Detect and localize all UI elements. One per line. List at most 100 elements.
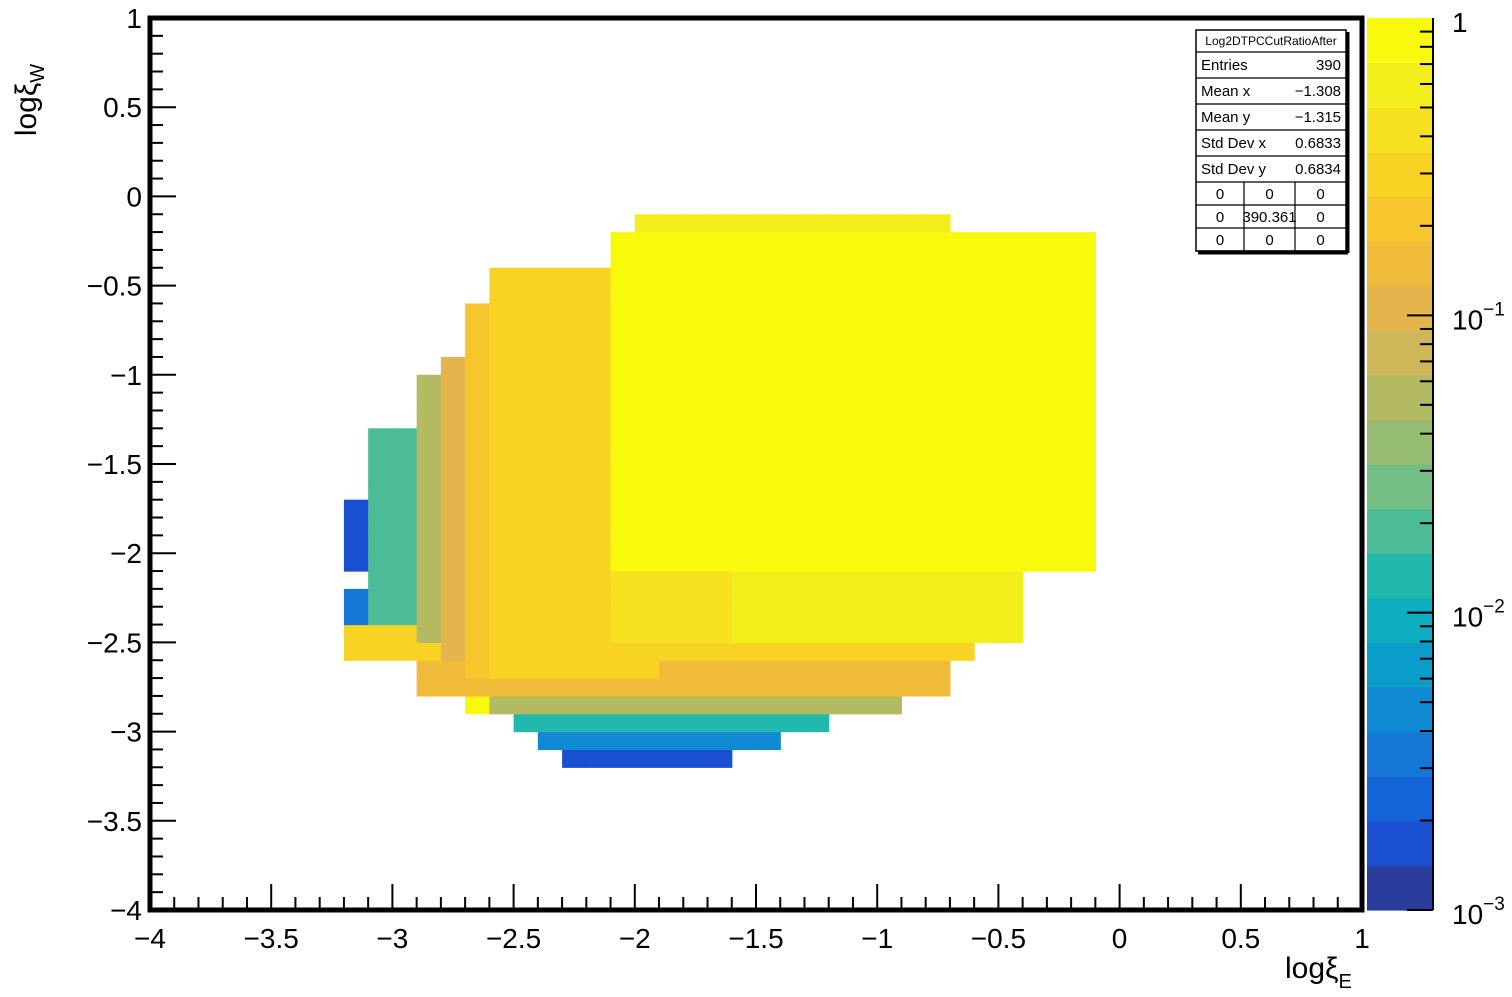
heatmap-cell [949,356,975,376]
x-tick-label: −2.5 [486,923,541,954]
heatmap-cell [901,535,927,554]
heatmap-cell [440,571,466,590]
heatmap-cell [634,642,660,661]
heatmap-cell [828,481,854,501]
heatmap-cell [707,713,733,733]
heatmap-cell [925,285,951,305]
heatmap-cell [537,517,563,536]
heatmap-cell [683,356,709,376]
heatmap-cell [343,517,369,536]
heatmap-cell [804,321,830,340]
heatmap-cell [901,339,927,358]
heatmap-cell [634,749,660,768]
heatmap-cell [416,588,442,608]
heatmap-cell [998,588,1024,608]
heatmap-cell [877,606,903,626]
heatmap-cell [828,446,854,465]
heatmap-cell [780,535,806,554]
x-tick-label: 1 [1354,923,1370,954]
heatmap-cell [998,446,1024,465]
heatmap-cell [1022,232,1048,251]
heatmap-cell [804,535,830,554]
heatmap-cell [901,321,927,340]
heatmap-cell [780,446,806,465]
heatmap-cell [1071,374,1096,394]
heatmap-cell [756,642,781,661]
heatmap-cell [683,535,709,554]
heatmap-cell [416,553,442,572]
heatmap-cell [804,392,830,412]
heatmap-cell [974,428,999,447]
heatmap-cell [392,499,418,519]
heatmap-cell [659,517,684,536]
heatmap-cell [1046,428,1072,447]
x-tick-label: −2 [619,923,651,954]
statistics-grid-cell: 0 [1316,232,1324,249]
heatmap-cell [683,713,709,733]
heatmap-cell [513,606,539,626]
heatmap-cell [440,481,466,501]
heatmap-cell [756,731,781,751]
heatmap-cell [949,464,975,483]
statistics-grid-cell: 390.361 [1242,209,1296,226]
heatmap-cell [586,481,612,501]
heatmap-cell [974,339,999,358]
heatmap-cell [465,321,490,340]
heatmap-cell [659,695,684,715]
heatmap-cell [416,678,442,697]
heatmap-cell [610,464,636,483]
heatmap-cell [1022,321,1048,340]
heatmap-cell [513,660,539,679]
heatmap-cell [901,464,927,483]
heatmap-cell [780,356,806,376]
heatmap-cell [683,303,709,322]
heatmap-cell [828,642,854,661]
x-tick-label: 0.5 [1221,923,1260,954]
heatmap-cell [537,731,563,751]
heatmap-cell [731,678,757,697]
heatmap-cell [780,642,806,661]
heatmap-cell [804,446,830,465]
heatmap-cell [852,695,878,715]
heatmap-cell [707,731,733,751]
heatmap-cell [998,321,1024,340]
heatmap-cell [925,624,951,643]
heatmap-cell [489,428,515,447]
heatmap-cell [707,249,733,269]
heatmap-cell [877,321,903,340]
heatmap-cell [465,695,490,715]
heatmap-cell [877,553,903,572]
heatmap-cell [683,695,709,715]
y-tick-label: −3 [110,717,142,748]
heatmap-cell [537,642,563,661]
heatmap-cell [586,392,612,412]
color-scale-band [1367,196,1433,242]
heatmap-cell [416,642,442,661]
heatmap-cell [852,464,878,483]
heatmap-cell [537,624,563,643]
heatmap-cell [731,695,757,715]
heatmap-cell [828,553,854,572]
heatmap-cell [756,214,781,233]
heatmap-cell [634,321,660,340]
heatmap-cell [756,713,781,733]
heatmap-cell [901,446,927,465]
heatmap-cell [901,249,927,269]
heatmap-cell [925,303,951,322]
heatmap-cell [586,713,612,733]
statistics-box: Log2DTPCCutRatioAfter Entries 390 Mean x −1.… [1195,29,1350,255]
heatmap-cell [925,553,951,572]
heatmap-cell [828,267,854,287]
heatmap-cell [489,695,515,715]
heatmap-cell [634,374,660,394]
heatmap-cell [659,374,684,394]
heatmap-cell [1071,339,1096,358]
heatmap-cell [731,517,757,536]
heatmap-cell [925,446,951,465]
heatmap-cell [634,481,660,501]
heatmap-cell [1022,249,1048,269]
heatmap-cell [489,267,515,287]
heatmap-cell [877,446,903,465]
heatmap-cell [949,535,975,554]
heatmap-cell [489,606,515,626]
